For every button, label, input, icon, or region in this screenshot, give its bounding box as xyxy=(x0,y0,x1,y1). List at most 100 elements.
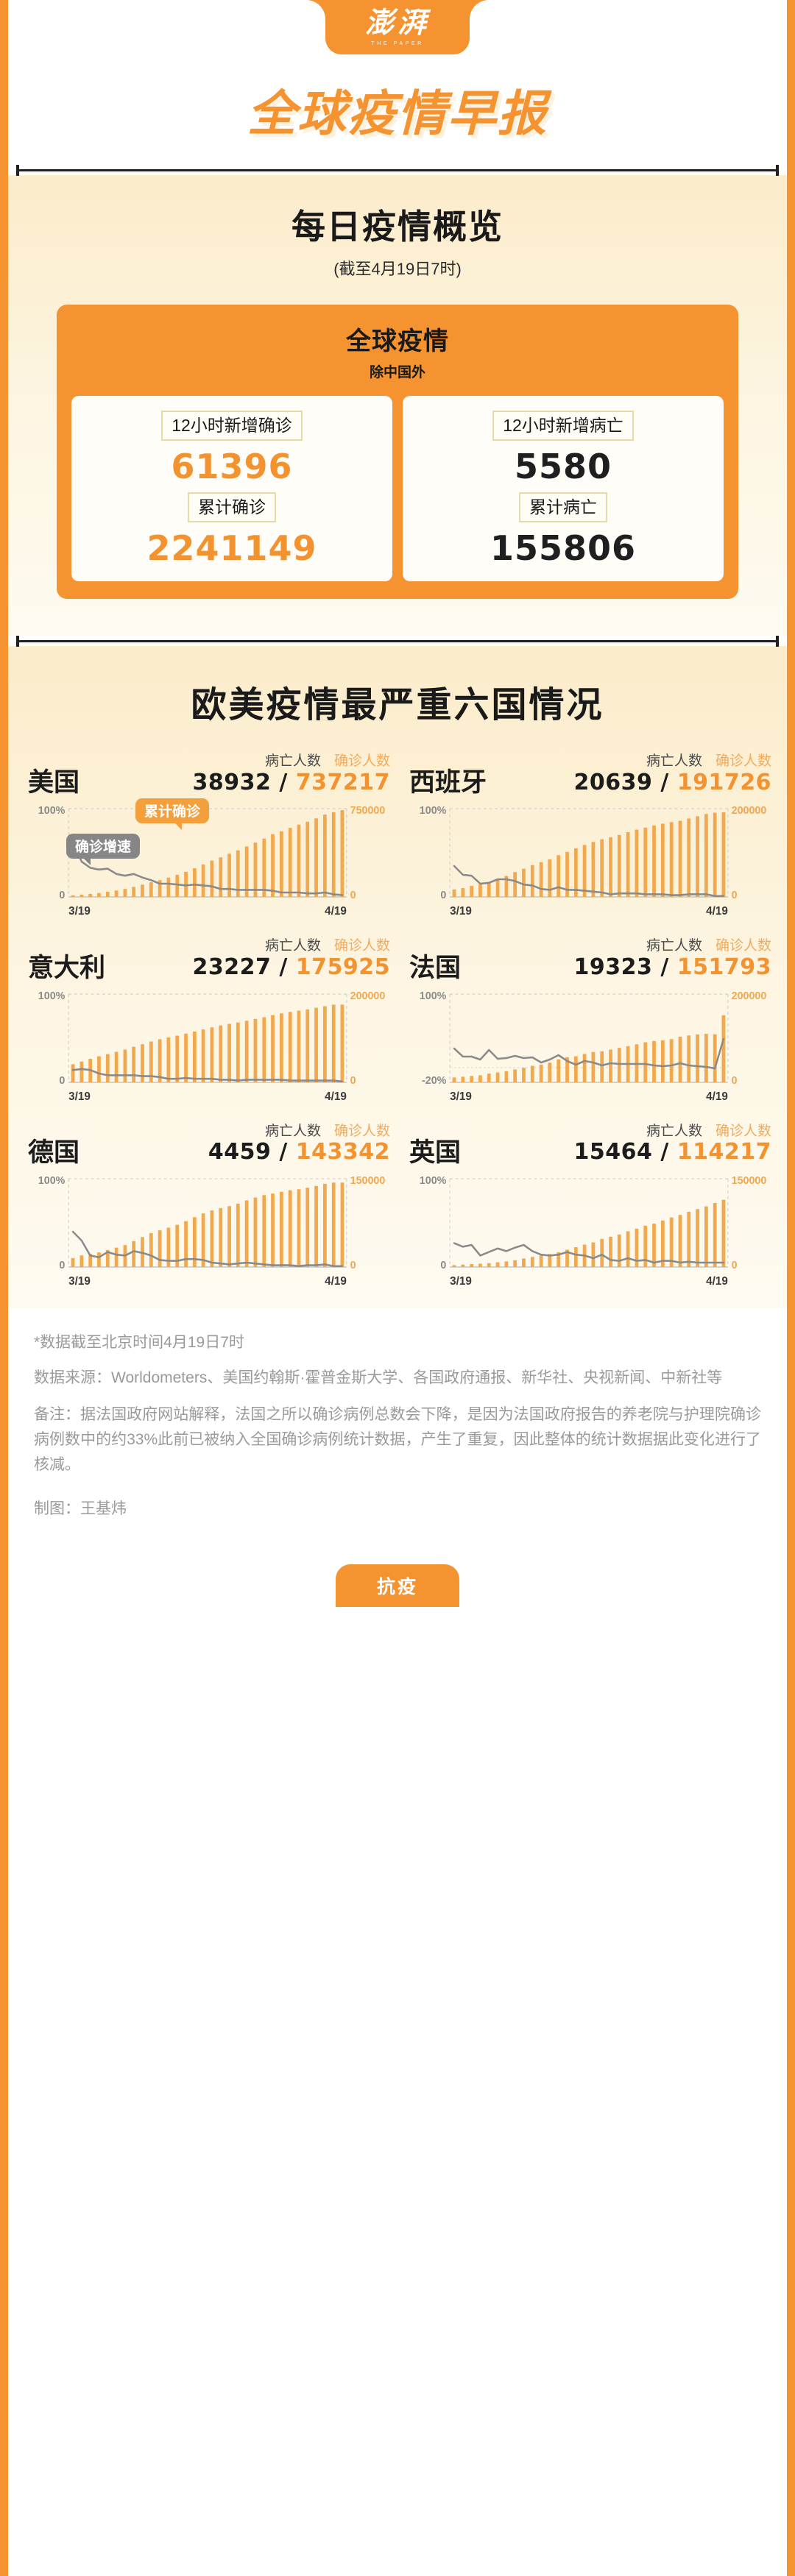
value-deaths: 23227 xyxy=(192,954,272,981)
country-numbers: 病亡人数 确诊人数 20639 / 191726 xyxy=(497,753,771,795)
right-axis-top-label: 200000 xyxy=(732,990,767,1001)
overview-panel: 每日疫情概览 (截至4月19日7时) 全球疫情 除中国外 12小时新增确诊 61… xyxy=(0,175,795,636)
right-axis-top-label: 200000 xyxy=(732,805,767,817)
growth-rate-line xyxy=(453,1037,725,1069)
confirmed-bars xyxy=(71,810,344,898)
country-numbers: 病亡人数 确诊人数 38932 / 737217 xyxy=(90,753,390,795)
divider-overview xyxy=(16,165,779,176)
x-tick-end: 4/19 xyxy=(325,905,347,918)
country-chart: 100% 0 200000 0 3/19 4/19 xyxy=(405,800,773,926)
growth-rate-line xyxy=(453,865,725,898)
divider-cap-right xyxy=(776,636,779,647)
countries-panel: 欧美疫情最严重六国情况 美国 病亡人数 确诊人数 38932 / 737217 xyxy=(0,646,795,1308)
country-header: 西班牙 病亡人数 确诊人数 20639 / 191726 xyxy=(405,746,773,800)
right-axis-bottom-label: 0 xyxy=(732,1260,738,1271)
x-tick-end: 4/19 xyxy=(706,905,728,918)
right-axis-top-label: 750000 xyxy=(350,805,386,817)
bottom-bar: 抗疫 xyxy=(0,1519,795,1608)
value-deaths: 15464 xyxy=(573,1139,653,1165)
growth-rate-line xyxy=(453,1242,725,1264)
global-card-subtitle: 除中国外 xyxy=(369,365,425,380)
country-chart: 100% -20% 200000 0 3/19 4/19 xyxy=(405,985,773,1112)
value-confirmed: 151793 xyxy=(676,954,771,981)
new-confirmed-value: 61396 xyxy=(171,447,293,487)
country-number-values: 23227 / 175925 xyxy=(116,954,390,981)
x-tick-start: 3/19 xyxy=(68,1275,91,1288)
page-title: 全球疫情早报 xyxy=(247,85,548,142)
value-deaths: 19323 xyxy=(573,954,653,981)
x-tick-start: 3/19 xyxy=(68,1090,91,1102)
overview-subtitle: (截至4月19日7时) xyxy=(333,260,462,278)
country-name: 西班牙 xyxy=(409,768,487,798)
country-chart-svg: 100% 0 150000 0 3/19 4/19 xyxy=(38,1175,386,1288)
confirmed-bars xyxy=(71,1182,344,1267)
footnote-date: *数据截至北京时间4月19日7时 xyxy=(34,1333,244,1351)
country-chart: 100% 0 750000 0 3/19 4/19 累计确诊 确诊增速 xyxy=(24,798,392,926)
value-separator: / xyxy=(652,1139,677,1165)
country-name: 美国 xyxy=(28,768,80,798)
brand-logo-subtext: THE PAPER xyxy=(371,40,424,46)
country-chart-svg: 100% 0 750000 0 3/19 4/19 xyxy=(38,805,386,918)
right-orange-rail xyxy=(787,0,795,2576)
label-deaths: 病亡人数 xyxy=(264,753,321,770)
country-cell-西班牙: 西班牙 病亡人数 确诊人数 20639 / 191726 100% 0 2000… xyxy=(398,746,779,931)
right-axis-bottom-label: 0 xyxy=(732,890,738,901)
growth-rate-line xyxy=(71,841,344,897)
label-deaths: 病亡人数 xyxy=(264,938,321,954)
tooltip-growth-rate: 确诊增速 xyxy=(66,834,141,866)
value-separator: / xyxy=(271,1139,296,1165)
right-axis-bottom-label: 0 xyxy=(350,1260,356,1271)
left-axis-top-label: 100% xyxy=(420,1175,447,1187)
tooltip-cumulative-confirmed: 累计确诊 xyxy=(135,798,210,831)
brand-logo-tab: 澎湃 THE PAPER xyxy=(325,0,470,54)
value-separator: / xyxy=(652,954,677,981)
x-tick-end: 4/19 xyxy=(706,1090,728,1102)
label-confirmed: 确诊人数 xyxy=(715,1123,771,1139)
right-axis-bottom-label: 0 xyxy=(732,1074,738,1086)
country-numbers: 病亡人数 确诊人数 19323 / 151793 xyxy=(471,938,771,980)
left-axis-bottom-label: 0 xyxy=(440,1260,446,1271)
divider-countries xyxy=(16,636,779,647)
footer: *数据截至北京时间4月19日7时 数据来源：Worldometers、美国约翰斯… xyxy=(0,1307,795,1519)
country-header: 美国 病亡人数 确诊人数 38932 / 737217 xyxy=(24,746,392,800)
right-axis-bottom-label: 0 xyxy=(350,1074,356,1086)
left-axis-top-label: 100% xyxy=(38,990,66,1001)
growth-rate-line xyxy=(71,1068,344,1082)
left-orange-rail xyxy=(0,0,8,2576)
value-confirmed: 143342 xyxy=(295,1139,390,1165)
country-number-values: 38932 / 737217 xyxy=(90,770,390,796)
country-number-values: 20639 / 191726 xyxy=(497,770,771,796)
country-header: 德国 病亡人数 确诊人数 4459 / 143342 xyxy=(24,1116,392,1170)
country-chart-svg: 100% 0 200000 0 3/19 4/19 xyxy=(38,990,386,1102)
value-separator: / xyxy=(652,769,677,795)
x-tick-start: 3/19 xyxy=(450,905,472,918)
label-confirmed: 确诊人数 xyxy=(333,938,390,954)
bottom-brand-tab: 抗疫 xyxy=(336,1564,459,1608)
value-confirmed: 114217 xyxy=(676,1139,771,1165)
country-name: 法国 xyxy=(409,953,462,982)
value-separator: / xyxy=(271,954,296,981)
x-tick-start: 3/19 xyxy=(68,905,91,918)
country-cell-意大利: 意大利 病亡人数 确诊人数 23227 / 175925 100% 0 2000… xyxy=(16,931,398,1115)
divider-bar xyxy=(16,640,779,643)
label-confirmed: 确诊人数 xyxy=(715,753,771,770)
right-axis-top-label: 200000 xyxy=(350,990,386,1001)
country-cell-英国: 英国 病亡人数 确诊人数 15464 / 114217 100% 0 15000… xyxy=(398,1116,779,1301)
overview-title: 每日疫情概览 xyxy=(292,207,504,246)
countries-title: 欧美疫情最严重六国情况 xyxy=(191,686,604,725)
value-deaths: 38932 xyxy=(192,769,272,795)
left-axis-top-label: 100% xyxy=(38,805,66,817)
label-deaths: 病亡人数 xyxy=(646,753,702,770)
label-deaths: 病亡人数 xyxy=(646,938,702,954)
masthead: 全球疫情早报 xyxy=(0,54,795,165)
value-confirmed: 737217 xyxy=(295,769,390,795)
label-deaths: 病亡人数 xyxy=(264,1123,321,1139)
country-chart: 100% 0 150000 0 3/19 4/19 xyxy=(24,1170,392,1296)
country-number-values: 15464 / 114217 xyxy=(471,1140,771,1165)
country-name: 德国 xyxy=(28,1138,80,1167)
footnote-sources: 数据来源：Worldometers、美国约翰斯·霍普金斯大学、各国政府通报、新华… xyxy=(34,1369,723,1386)
total-confirmed-label: 累计确诊 xyxy=(188,492,276,523)
label-confirmed: 确诊人数 xyxy=(333,753,390,770)
left-axis-bottom-label: 0 xyxy=(59,1260,65,1271)
